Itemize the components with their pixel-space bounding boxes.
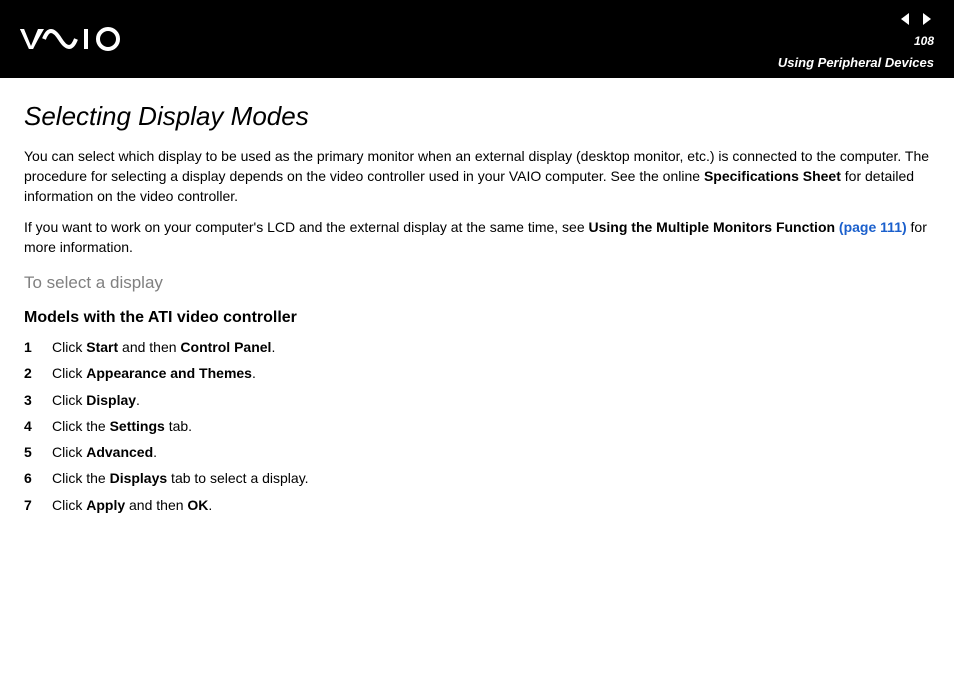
step-frag: Click the — [52, 470, 110, 486]
step-item: 3 Click Display. — [24, 390, 930, 410]
section-label: Using Peripheral Devices — [778, 55, 934, 70]
step-text: Click Appearance and Themes. — [52, 363, 256, 383]
step-list: 1 Click Start and then Control Panel. 2 … — [24, 337, 930, 515]
nav-next-icon[interactable] — [920, 12, 934, 26]
page-content: Selecting Display Modes You can select w… — [0, 78, 954, 541]
step-bold: OK — [187, 497, 208, 513]
step-text: Click Display. — [52, 390, 140, 410]
step-frag: Click — [52, 497, 86, 513]
page-link-111[interactable]: (page 111) — [835, 219, 907, 235]
step-text: Click Start and then Control Panel. — [52, 337, 275, 357]
step-bold: Start — [86, 339, 118, 355]
step-bold: Displays — [110, 470, 168, 486]
nav-arrows — [898, 12, 934, 26]
page-title: Selecting Display Modes — [24, 98, 930, 136]
step-item: 1 Click Start and then Control Panel. — [24, 337, 930, 357]
step-bold: Control Panel — [180, 339, 271, 355]
step-frag: Click — [52, 339, 86, 355]
nav-prev-icon[interactable] — [898, 12, 912, 26]
intro-p1-bold: Specifications Sheet — [704, 168, 841, 184]
page-number: 108 — [914, 34, 934, 48]
step-number: 7 — [24, 495, 52, 515]
step-bold: Display — [86, 392, 136, 408]
intro-paragraph-2: If you want to work on your computer's L… — [24, 217, 930, 258]
step-frag: Click — [52, 392, 86, 408]
step-text: Click Apply and then OK. — [52, 495, 212, 515]
step-text: Click the Settings tab. — [52, 416, 192, 436]
step-frag: Click — [52, 444, 86, 460]
model-heading: Models with the ATI video controller — [24, 306, 930, 329]
step-text: Click Advanced. — [52, 442, 157, 462]
step-frag: tab. — [165, 418, 192, 434]
step-frag: Click — [52, 365, 86, 381]
step-frag: and then — [125, 497, 187, 513]
step-item: 6 Click the Displays tab to select a dis… — [24, 468, 930, 488]
step-bold: Apply — [86, 497, 125, 513]
step-frag: and then — [118, 339, 180, 355]
step-item: 5 Click Advanced. — [24, 442, 930, 462]
sub-heading: To select a display — [24, 271, 930, 296]
step-frag: . — [271, 339, 275, 355]
step-frag: . — [136, 392, 140, 408]
step-bold: Appearance and Themes — [86, 365, 252, 381]
step-frag: . — [153, 444, 157, 460]
step-number: 6 — [24, 468, 52, 488]
intro-p2-bold: Using the Multiple Monitors Function — [589, 219, 836, 235]
step-number: 5 — [24, 442, 52, 462]
header-bar: 108 Using Peripheral Devices — [0, 0, 954, 78]
step-text: Click the Displays tab to select a displ… — [52, 468, 309, 488]
step-number: 2 — [24, 363, 52, 383]
step-frag: tab to select a display. — [167, 470, 308, 486]
step-frag: . — [252, 365, 256, 381]
step-number: 1 — [24, 337, 52, 357]
intro-p2-text-a: If you want to work on your computer's L… — [24, 219, 589, 235]
step-frag: . — [208, 497, 212, 513]
intro-paragraph-1: You can select which display to be used … — [24, 146, 930, 207]
step-item: 2 Click Appearance and Themes. — [24, 363, 930, 383]
step-frag: Click the — [52, 418, 110, 434]
step-bold: Advanced — [86, 444, 153, 460]
step-bold: Settings — [110, 418, 165, 434]
step-item: 7 Click Apply and then OK. — [24, 495, 930, 515]
step-number: 4 — [24, 416, 52, 436]
step-number: 3 — [24, 390, 52, 410]
vaio-logo — [20, 27, 130, 51]
step-item: 4 Click the Settings tab. — [24, 416, 930, 436]
